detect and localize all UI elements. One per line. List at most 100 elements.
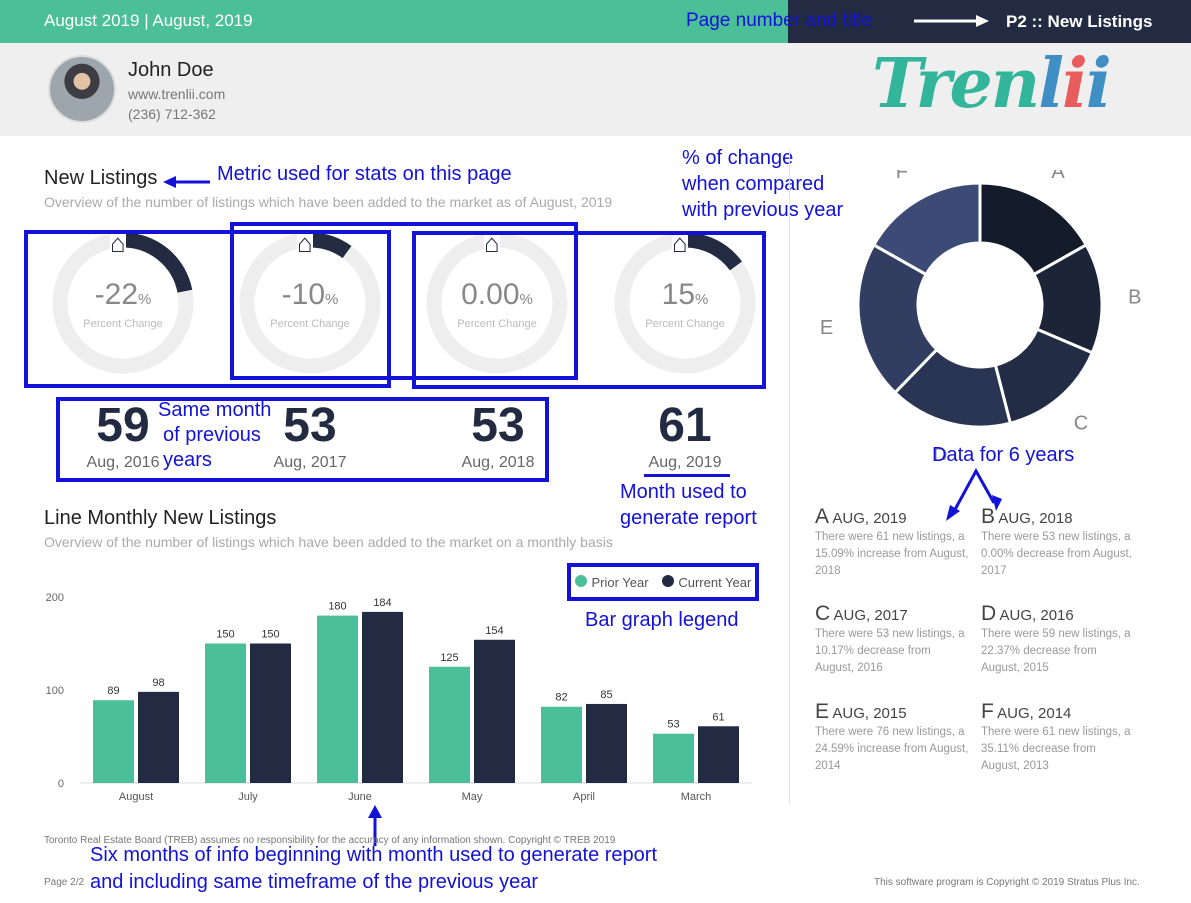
- listing-count: 53: [471, 399, 525, 452]
- gauge-value: 15%: [661, 278, 709, 311]
- bar-current: [474, 639, 515, 783]
- listing-count-date: Aug, 2019: [648, 454, 722, 471]
- agent-avatar: [48, 55, 116, 123]
- listing-count-date: Aug, 2017: [273, 454, 347, 471]
- year-description: There were 53 new listings, a 10.17% decr…: [815, 628, 965, 674]
- bar-value-label: 154: [485, 625, 503, 637]
- year-heading: B AUG, 2018: [981, 505, 1073, 528]
- bar-current: [250, 643, 291, 783]
- split-arrow-icon: [946, 467, 1002, 521]
- year-description: There were 76 new listings, a 24.59% incr…: [815, 726, 969, 772]
- pie-annotation: Data for 6 years: [932, 444, 1075, 466]
- donut-slice: [856, 242, 939, 395]
- bar-prior: [429, 666, 470, 783]
- annotation-box-counts: [56, 397, 549, 482]
- trenlii-logo: Trenlii: [872, 44, 1112, 124]
- report-date-title: August 2019 | August, 2019: [44, 11, 253, 30]
- year-description: There were 61 new listings, a 35.11% decr…: [981, 726, 1131, 772]
- legend-prior-dot: [575, 575, 587, 587]
- listing-count: 53: [283, 399, 337, 452]
- x-tick-label: April: [573, 791, 595, 803]
- arrow-right-icon: [914, 15, 989, 27]
- house-icon: ⌂: [672, 228, 688, 258]
- year-description: There were 61 new listings, a 15.09% incr…: [815, 531, 969, 577]
- agent-name: John Doe: [128, 59, 214, 81]
- gauge-3: ⌂ 0.00% Percent Change: [422, 228, 572, 383]
- y-tick-label: 0: [58, 778, 64, 790]
- bar-prior: [317, 615, 358, 783]
- gauge-2: ⌂ -10% Percent Change: [235, 228, 385, 383]
- house-icon: ⌂: [110, 228, 126, 258]
- gauge-value: 0.00%: [461, 278, 533, 311]
- house-icon: ⌂: [297, 228, 313, 258]
- same-month-annotation: Same month of previous years: [158, 399, 272, 471]
- listing-count-date: Aug, 2016: [86, 454, 160, 471]
- y-tick-label: 100: [46, 685, 64, 697]
- legend-current-label: Current Year: [678, 575, 752, 590]
- report-month-underline: [644, 474, 730, 477]
- bar-value-label: 53: [667, 719, 679, 731]
- bar-value-label: 89: [107, 685, 119, 697]
- agent-website: www.trenlii.com: [128, 86, 226, 102]
- bar-value-label: 82: [555, 692, 567, 704]
- gauge-value: -22%: [94, 278, 152, 311]
- bar-value-label: 98: [152, 677, 164, 689]
- bar-value-label: 61: [712, 711, 724, 723]
- report-month-annotation: Month used to generate report: [620, 481, 757, 529]
- x-tick-label: March: [681, 791, 712, 803]
- bar-value-label: 180: [328, 601, 346, 613]
- x-tick-label: May: [462, 791, 483, 803]
- x-tick-label: August: [119, 791, 153, 803]
- gauge-arc: [684, 232, 743, 271]
- legend-current-dot: [661, 575, 674, 587]
- bar-value-label: 184: [373, 597, 391, 609]
- change-annotation: % of change when compared with previous …: [682, 147, 844, 221]
- donut-slice: [871, 181, 982, 277]
- listing-count: 61: [658, 399, 712, 452]
- arrow-left-icon: [163, 176, 210, 188]
- donut-slice-label: B: [1128, 286, 1141, 308]
- gauge-1: ⌂ -22% Percent Change: [48, 228, 198, 383]
- monthly-title: Line Monthly New Listings: [44, 507, 277, 529]
- column-divider: [789, 150, 790, 805]
- new-listings-title: New Listings: [44, 167, 158, 189]
- gauge-value: -10%: [281, 278, 339, 311]
- year-description: There were 53 new listings, a 0.00% decre…: [981, 531, 1132, 577]
- year-description: There were 59 new listings, a 22.37% decr…: [981, 628, 1131, 674]
- donut-slice-label: A: [1051, 170, 1065, 183]
- gauge-caption: Percent Change: [270, 318, 350, 330]
- bar-chart: 0 100 200 89 98 August 150 150 July 180 184 June 125…: [46, 592, 752, 803]
- donut-slice-label: E: [820, 317, 833, 339]
- bar-prior: [205, 643, 246, 783]
- gauge-caption: Percent Change: [83, 318, 163, 330]
- donut-chart: A B C D E F: [820, 170, 1142, 460]
- arrow-up-icon: [368, 805, 382, 846]
- annotation-box-gauges-2: [230, 222, 578, 380]
- bar-current: [698, 726, 739, 783]
- bar-prior: [541, 706, 582, 783]
- gauge-arc: [122, 232, 193, 293]
- house-icon: ⌂: [484, 228, 500, 258]
- footer-copyright: This software program is Copyright © 201…: [874, 877, 1140, 888]
- bar-value-label: 150: [216, 629, 234, 641]
- monthly-subtitle: Overview of the number of listings which…: [44, 534, 613, 550]
- donut-slice-label: C: [1074, 413, 1088, 435]
- year-heading: F AUG, 2014: [981, 700, 1072, 723]
- metric-annotation: Metric used for stats on this page: [217, 163, 512, 185]
- agent-phone: (236) 712-362: [128, 106, 216, 122]
- bar-prior: [653, 733, 694, 783]
- x-tick-label: June: [348, 791, 372, 803]
- bar-current: [362, 611, 403, 783]
- legend-prior-label: Prior Year: [591, 575, 649, 590]
- y-tick-label: 200: [46, 592, 64, 604]
- listing-count-date: Aug, 2018: [461, 454, 535, 471]
- annotation-box-gauges-1: [24, 230, 391, 388]
- bar-value-label: 85: [600, 689, 612, 701]
- agent-bar: [0, 43, 1191, 136]
- year-heading: E AUG, 2015: [815, 700, 907, 723]
- page-title: P2 :: New Listings: [1006, 12, 1153, 31]
- annotation-box-legend: [567, 563, 759, 601]
- bar-value-label: 125: [440, 652, 458, 664]
- footer-page-number: Page 2/2: [44, 877, 85, 888]
- year-heading: A AUG, 2019: [815, 505, 907, 528]
